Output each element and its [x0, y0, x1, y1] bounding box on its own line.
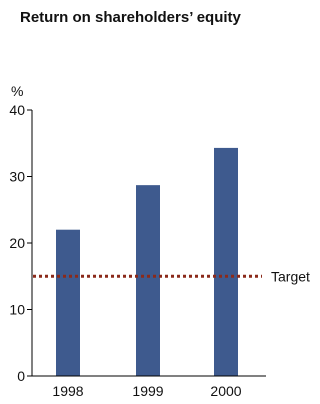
- y-tick-label-40: 40: [9, 102, 25, 118]
- x-tick-label-1998: 1998: [52, 383, 83, 399]
- y-tick-label-0: 0: [17, 368, 25, 384]
- y-tick-label-30: 30: [9, 169, 25, 185]
- target-label: Target: [271, 268, 310, 284]
- y-tick-label-10: 10: [9, 302, 25, 318]
- bar-1999: [136, 185, 160, 376]
- x-tick-label-2000: 2000: [210, 383, 241, 399]
- bar-1998: [56, 229, 80, 376]
- x-tick-label-1999: 1999: [132, 383, 163, 399]
- y-tick-label-20: 20: [9, 235, 25, 251]
- chart-title: Return on shareholders’ equity: [20, 9, 241, 26]
- bar-2000: [214, 147, 238, 376]
- y-axis-unit-label: %: [11, 83, 23, 99]
